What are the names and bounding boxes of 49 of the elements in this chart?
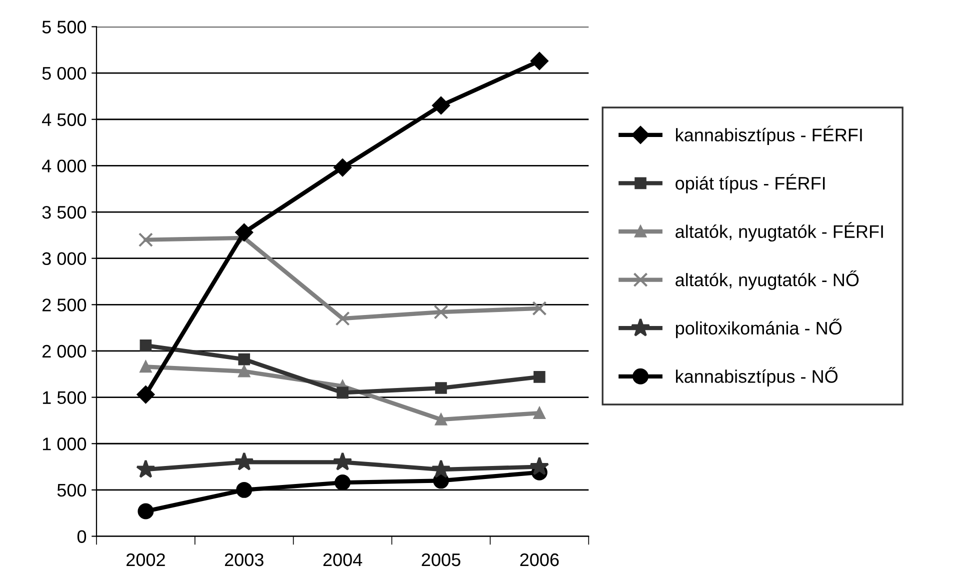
point [534,407,546,419]
y-tick-label: 4 500 [42,113,86,126]
legend-label: altatók, nyugtatók - NŐ [676,270,859,290]
point [336,386,348,399]
point [530,52,548,70]
point [532,301,547,316]
point [435,382,447,394]
y-tick-label: 3 000 [42,252,86,266]
point [234,452,254,470]
y-tick-label: 500 [57,484,86,497]
point [136,459,156,478]
legend-label: kannabisztípus - FÉRFI [676,126,862,145]
legend-label: altatók, nyugtatók - FÉRFI [676,222,883,242]
y-tick-label: 2 500 [42,298,86,312]
legend-label: opiát típus - FÉRFI [676,174,825,194]
y-tick-label: 0 [77,530,86,543]
y-tick-label: 5 000 [42,66,86,80]
point [136,386,155,404]
point [432,96,450,114]
point [238,365,250,378]
legend-label: kannabisztípus - NŐ [676,367,838,386]
x-tick-label: 2002 [126,553,165,566]
point [332,452,352,470]
point [334,158,352,176]
x-tick-label: 2005 [422,553,460,566]
y-tick-label: 1 500 [42,391,86,404]
legend-label: politoxikománia - NŐ [676,318,842,338]
y-tick-label: 1 000 [42,438,86,450]
point [138,232,154,248]
y-tick-label: 5 500 [42,20,86,34]
point [235,223,254,242]
x-tick-label: 2004 [323,553,362,566]
point [140,360,152,373]
y-tick-label: 2 000 [42,344,86,358]
point [238,353,250,366]
y-tick-label: 3 500 [42,206,86,219]
point [431,459,451,478]
x-tick-label: 2006 [520,553,559,566]
point [434,304,448,320]
point [138,503,154,520]
point [534,371,546,383]
point [334,474,351,491]
x-tick-label: 2003 [224,553,264,566]
point [236,482,252,498]
point [140,340,152,352]
point [435,414,447,426]
point [530,456,550,476]
y-tick-label: 4 000 [42,160,86,172]
point [335,311,350,326]
